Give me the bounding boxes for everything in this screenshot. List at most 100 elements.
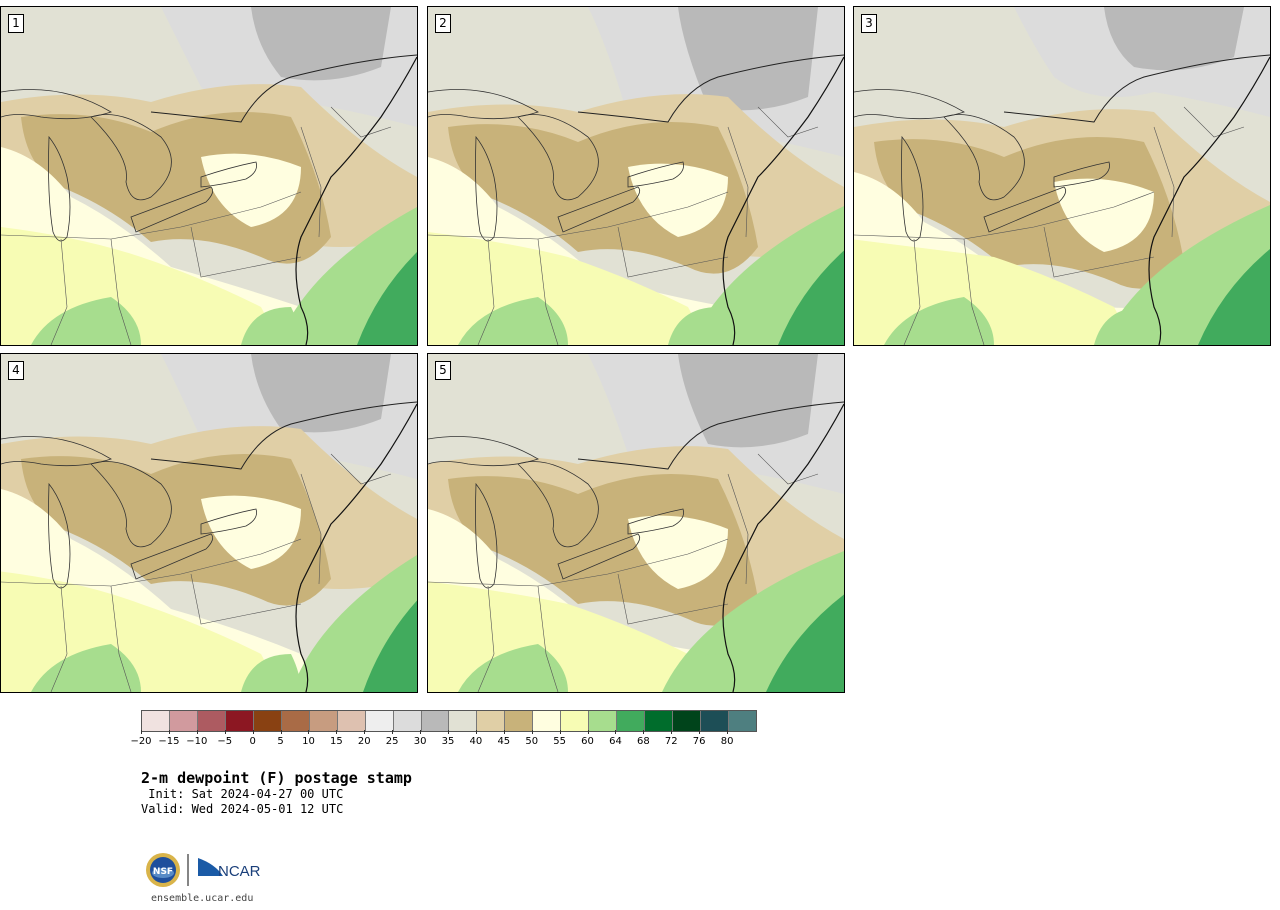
border-lines <box>1003 54 1270 123</box>
forecast-panel-1: 1 <box>0 6 418 346</box>
panel-number: 3 <box>861 14 877 33</box>
colorbar-tick-label: 20 <box>357 736 371 747</box>
website-url: ensemble.ucar.edu <box>151 893 254 904</box>
colorbar <box>141 710 757 732</box>
colorbar-tick-label: 45 <box>497 736 511 747</box>
state-lines <box>428 453 819 692</box>
colorbar-cell <box>561 711 590 731</box>
colorbar-tickmark <box>336 730 338 734</box>
colorbar-tickmark <box>699 730 701 734</box>
colorbar-tick-label: −10 <box>186 736 208 747</box>
colorbar-tickmark <box>141 730 142 734</box>
panel-number: 2 <box>435 14 451 33</box>
colorbar-tickmark <box>643 730 645 734</box>
colorbar-tickmark <box>587 730 589 734</box>
colorbar-tickmark <box>671 730 673 734</box>
coastline <box>722 403 844 692</box>
colorbar-tick-label: 50 <box>525 736 539 747</box>
nsf-logo-text: NSF <box>153 867 173 877</box>
colorbar-tick-label: 5 <box>277 736 284 747</box>
colorbar-tick-label: 35 <box>441 736 455 747</box>
colorbar-tick-label: −5 <box>217 736 233 747</box>
colorbar-cell <box>393 711 422 731</box>
colorbar-cell <box>309 711 338 731</box>
colorbar-cell <box>281 711 310 731</box>
init-time: Init: Sat 2024-04-27 00 UTC <box>141 787 344 801</box>
dewpoint-map <box>428 7 844 345</box>
colorbar-cell <box>477 711 506 731</box>
colorbar-tickmark <box>224 730 226 734</box>
colorbar-tickmark <box>727 730 729 734</box>
colorbar-cell <box>617 711 646 731</box>
colorbar-tickmark <box>615 730 617 734</box>
colorbar-cell <box>701 711 730 731</box>
state-lines <box>854 106 1245 345</box>
dewpoint-map <box>1 354 417 692</box>
colorbar-tick-label: 25 <box>385 736 399 747</box>
colorbar-tick-label: −20 <box>130 736 152 747</box>
colorbar-cell <box>421 711 450 731</box>
great-lakes-outline <box>428 436 684 589</box>
ncar-logo-text: NCAR <box>218 863 261 880</box>
border-lines <box>150 54 417 123</box>
logos: NSF NCAR <box>145 852 275 890</box>
forecast-panel-4: 4 <box>0 353 418 693</box>
colorbar-cell <box>505 711 534 731</box>
dewpoint-map <box>1 7 417 345</box>
nsf-logo: NSF <box>146 853 180 887</box>
border-lines <box>577 401 844 470</box>
great-lakes-outline <box>428 89 684 242</box>
colorbar-cell <box>673 711 702 731</box>
coastline <box>722 56 844 345</box>
dewpoint-map <box>428 354 844 692</box>
colorbar-cell <box>142 711 170 731</box>
colorbar-tickmark <box>503 730 505 734</box>
colorbar-cell <box>225 711 254 731</box>
border-lines <box>150 401 417 470</box>
colorbar-tickmark <box>531 730 533 734</box>
colorbar-cell <box>449 711 478 731</box>
colorbar-tick-label: 72 <box>664 736 678 747</box>
figure-title: 2-m dewpoint (F) postage stamp <box>141 769 412 787</box>
colorbar-cell <box>729 711 756 731</box>
state-lines <box>428 106 819 345</box>
colorbar-tickmark <box>168 730 170 734</box>
colorbar-tickmark <box>252 730 254 734</box>
panel-number: 4 <box>8 361 24 380</box>
great-lakes-outline <box>1 436 257 589</box>
forecast-panel-3: 3 <box>853 6 1271 346</box>
colorbar-cell <box>589 711 618 731</box>
coastline <box>295 403 417 692</box>
colorbar-tick-label: 60 <box>581 736 594 747</box>
coastline <box>1148 56 1270 345</box>
state-lines <box>1 453 392 692</box>
ncar-logo: NCAR <box>198 858 261 880</box>
colorbar-tick-label: 40 <box>469 736 483 747</box>
border-lines <box>577 54 844 123</box>
colorbar-tick-label: 0 <box>249 736 256 747</box>
colorbar-tickmark <box>196 730 198 734</box>
state-lines <box>1 106 392 345</box>
colorbar-tick-label: 30 <box>413 736 427 747</box>
colorbar-tick-label: 10 <box>302 736 315 747</box>
colorbar-cell <box>169 711 198 731</box>
colorbar-cell <box>533 711 562 731</box>
colorbar-tickmark <box>280 730 282 734</box>
colorbar-tick-label: 15 <box>329 736 343 747</box>
forecast-panel-2: 2 <box>427 6 845 346</box>
colorbar-cell <box>253 711 282 731</box>
colorbar-cell <box>365 711 394 731</box>
colorbar-tick-label: 55 <box>553 736 566 747</box>
colorbar-tickmark <box>448 730 449 734</box>
colorbar-tick-label: −15 <box>158 736 180 747</box>
colorbar-tick-label: 76 <box>692 736 706 747</box>
colorbar-cell <box>337 711 366 731</box>
panel-number: 5 <box>435 361 451 380</box>
colorbar-tickmark <box>364 730 366 734</box>
coastline <box>295 56 417 345</box>
colorbar-tickmark <box>559 730 561 734</box>
dewpoint-map <box>854 7 1270 345</box>
panel-number: 1 <box>8 14 24 33</box>
colorbar-cell <box>645 711 674 731</box>
colorbar-cell <box>197 711 226 731</box>
